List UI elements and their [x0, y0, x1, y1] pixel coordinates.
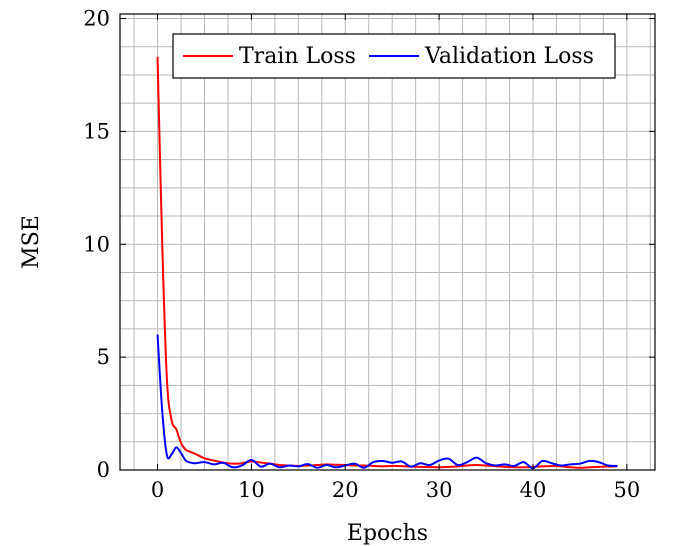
x-tick-label: 10: [238, 478, 265, 502]
x-tick-label: 50: [613, 478, 640, 502]
series-lines: [156, 56, 618, 470]
x-axis-label: Epochs: [347, 521, 428, 546]
series-line-validation-loss: [156, 334, 618, 470]
tick-labels: 0 10 20 30 40 50 0 5 10 15 20: [83, 7, 640, 502]
x-tick-label: 40: [520, 478, 547, 502]
x-tick-label: 20: [332, 478, 359, 502]
legend: Train Loss Validation Loss: [172, 33, 616, 79]
legend-label-train-loss: Train Loss: [239, 44, 356, 69]
series-line-train-loss: [156, 56, 618, 469]
y-tick-label: 10: [83, 232, 110, 256]
y-tick-label: 0: [97, 458, 110, 482]
x-tick-label: 30: [426, 478, 453, 502]
x-tick-label: 0: [151, 478, 164, 502]
grid: [120, 14, 655, 470]
y-tick-label: 15: [83, 119, 110, 143]
plot-frame: [119, 13, 656, 471]
y-tick-label: 5: [97, 345, 110, 369]
axis-ticks: [120, 14, 655, 471]
legend-label-validation-loss: Validation Loss: [424, 44, 594, 69]
y-axis-label: MSE: [19, 215, 44, 269]
y-tick-label: 20: [83, 7, 110, 31]
